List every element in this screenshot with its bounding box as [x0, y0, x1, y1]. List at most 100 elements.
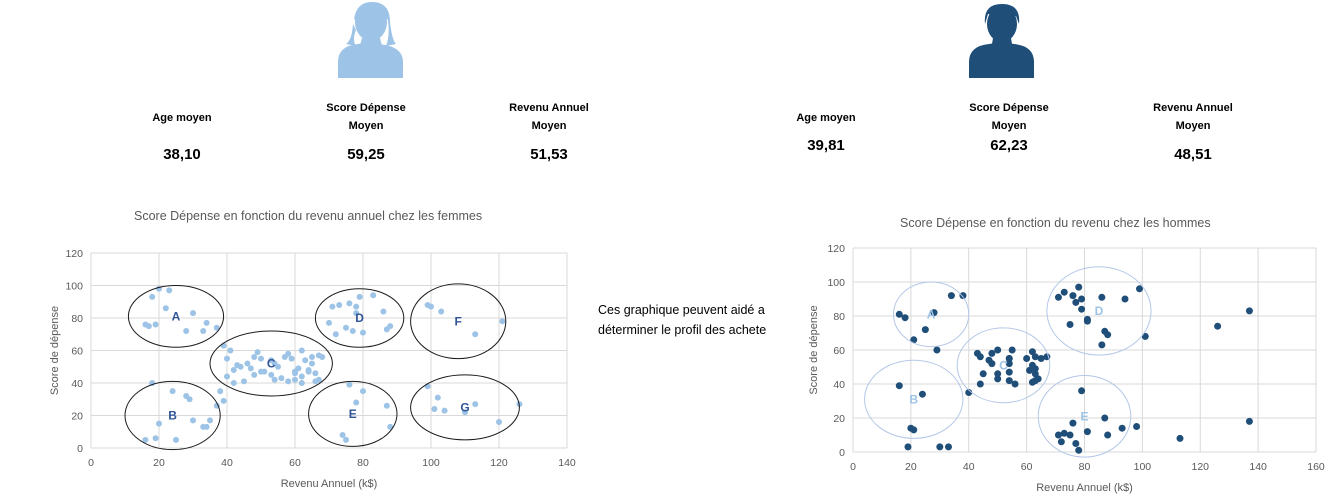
data-point [1104, 431, 1112, 439]
data-point [190, 417, 196, 424]
data-point [258, 355, 264, 362]
cluster-ellipse [127, 285, 225, 348]
data-point [207, 417, 213, 424]
data-point [979, 370, 987, 378]
cluster-label: G [460, 400, 469, 414]
data-point [1069, 292, 1077, 300]
data-point [1104, 331, 1112, 339]
data-point [994, 370, 1002, 378]
data-point [298, 373, 305, 380]
data-point [1133, 423, 1141, 430]
data-point [254, 349, 261, 356]
data-point [142, 436, 149, 443]
note-text: Ces graphique peuvent aidé a déterminer … [598, 300, 790, 340]
cluster-label: D [355, 311, 364, 325]
female-score-label-line1: Score Dépense [326, 102, 406, 114]
cluster-label: B [168, 409, 177, 423]
y-tick-label: 80 [71, 313, 83, 325]
data-point [275, 363, 281, 370]
data-point [285, 378, 292, 385]
female-income-label-line2: Moyen [531, 120, 567, 132]
y-tick-label: 60 [71, 346, 83, 358]
data-point [353, 303, 360, 310]
female-score-label: Score Dépense Moyen [296, 99, 436, 135]
data-point [947, 292, 955, 300]
data-point [496, 419, 502, 425]
data-point [237, 363, 244, 370]
x-tick-label: 60 [1021, 461, 1033, 473]
data-point [298, 347, 305, 354]
x-tick-label: 80 [1079, 461, 1091, 473]
y-tick-label: 20 [833, 413, 845, 425]
data-point [268, 371, 275, 378]
x-tick-label: 0 [88, 457, 94, 469]
male-age-label: Age moyen [796, 112, 856, 124]
data-point [976, 380, 984, 388]
data-point [1028, 348, 1036, 356]
data-point [152, 321, 159, 328]
male-income-value: 48,51 [1174, 146, 1212, 163]
data-point [247, 365, 254, 372]
data-point [152, 435, 159, 442]
data-point [988, 360, 996, 368]
data-point [1037, 355, 1045, 362]
x-tick-label: 40 [221, 457, 233, 469]
data-point [346, 300, 353, 307]
y-tick-label: 100 [827, 277, 845, 289]
cluster-ellipse [124, 380, 221, 451]
data-point [1072, 298, 1080, 306]
data-point [1005, 355, 1013, 362]
cluster-ellipse [314, 288, 405, 348]
data-point [339, 432, 346, 438]
cluster-ellipse [308, 380, 398, 447]
male-age-value: 39,81 [807, 137, 845, 154]
y-tick-label: 120 [65, 248, 83, 260]
x-tick-label: 120 [490, 457, 508, 469]
data-point [309, 354, 315, 360]
data-point [224, 373, 230, 380]
data-point [203, 319, 210, 326]
data-point [1005, 377, 1013, 385]
data-point [173, 436, 179, 443]
y-tick-label: 120 [827, 243, 845, 255]
note-line-2: déterminer le profil des achete [598, 323, 767, 337]
data-point [1072, 440, 1080, 447]
y-tick-label: 20 [71, 411, 83, 423]
data-point [149, 293, 156, 300]
data-point [343, 324, 349, 331]
data-point [213, 402, 220, 409]
cluster-ellipse [893, 281, 970, 348]
data-point [383, 402, 390, 409]
data-point [200, 328, 207, 334]
x-tick-label: 40 [963, 461, 975, 473]
data-point [360, 329, 366, 336]
data-point [910, 426, 918, 434]
data-point [994, 346, 1002, 354]
data-point [349, 328, 356, 334]
data-point [292, 376, 298, 383]
data-point [936, 443, 944, 451]
data-point [244, 360, 251, 367]
cluster-label: B [909, 392, 918, 406]
data-point [227, 347, 234, 354]
cluster-label: A [927, 307, 936, 321]
data-point [251, 354, 258, 360]
male-score-label: Score Dépense Moyen [939, 99, 1079, 135]
data-point [312, 378, 319, 385]
cluster-ellipse [864, 359, 964, 439]
data-point [217, 388, 224, 395]
y-tick-label: 80 [833, 311, 845, 323]
y-tick-label: 0 [77, 443, 83, 455]
data-point [959, 292, 967, 300]
x-tick-label: 80 [357, 457, 369, 469]
data-point [186, 396, 193, 403]
data-point [346, 381, 353, 388]
data-point [499, 318, 506, 325]
male-chart-title: Score Dépense en fonction du revenu chez… [900, 216, 1211, 230]
data-point [895, 382, 903, 390]
female-age-label: Age moyen [152, 112, 212, 124]
x-tick-label: 100 [422, 457, 440, 469]
male-income-label-line1: Revenu Annuel [1153, 102, 1233, 114]
data-point [1098, 293, 1106, 301]
data-point [298, 380, 305, 386]
